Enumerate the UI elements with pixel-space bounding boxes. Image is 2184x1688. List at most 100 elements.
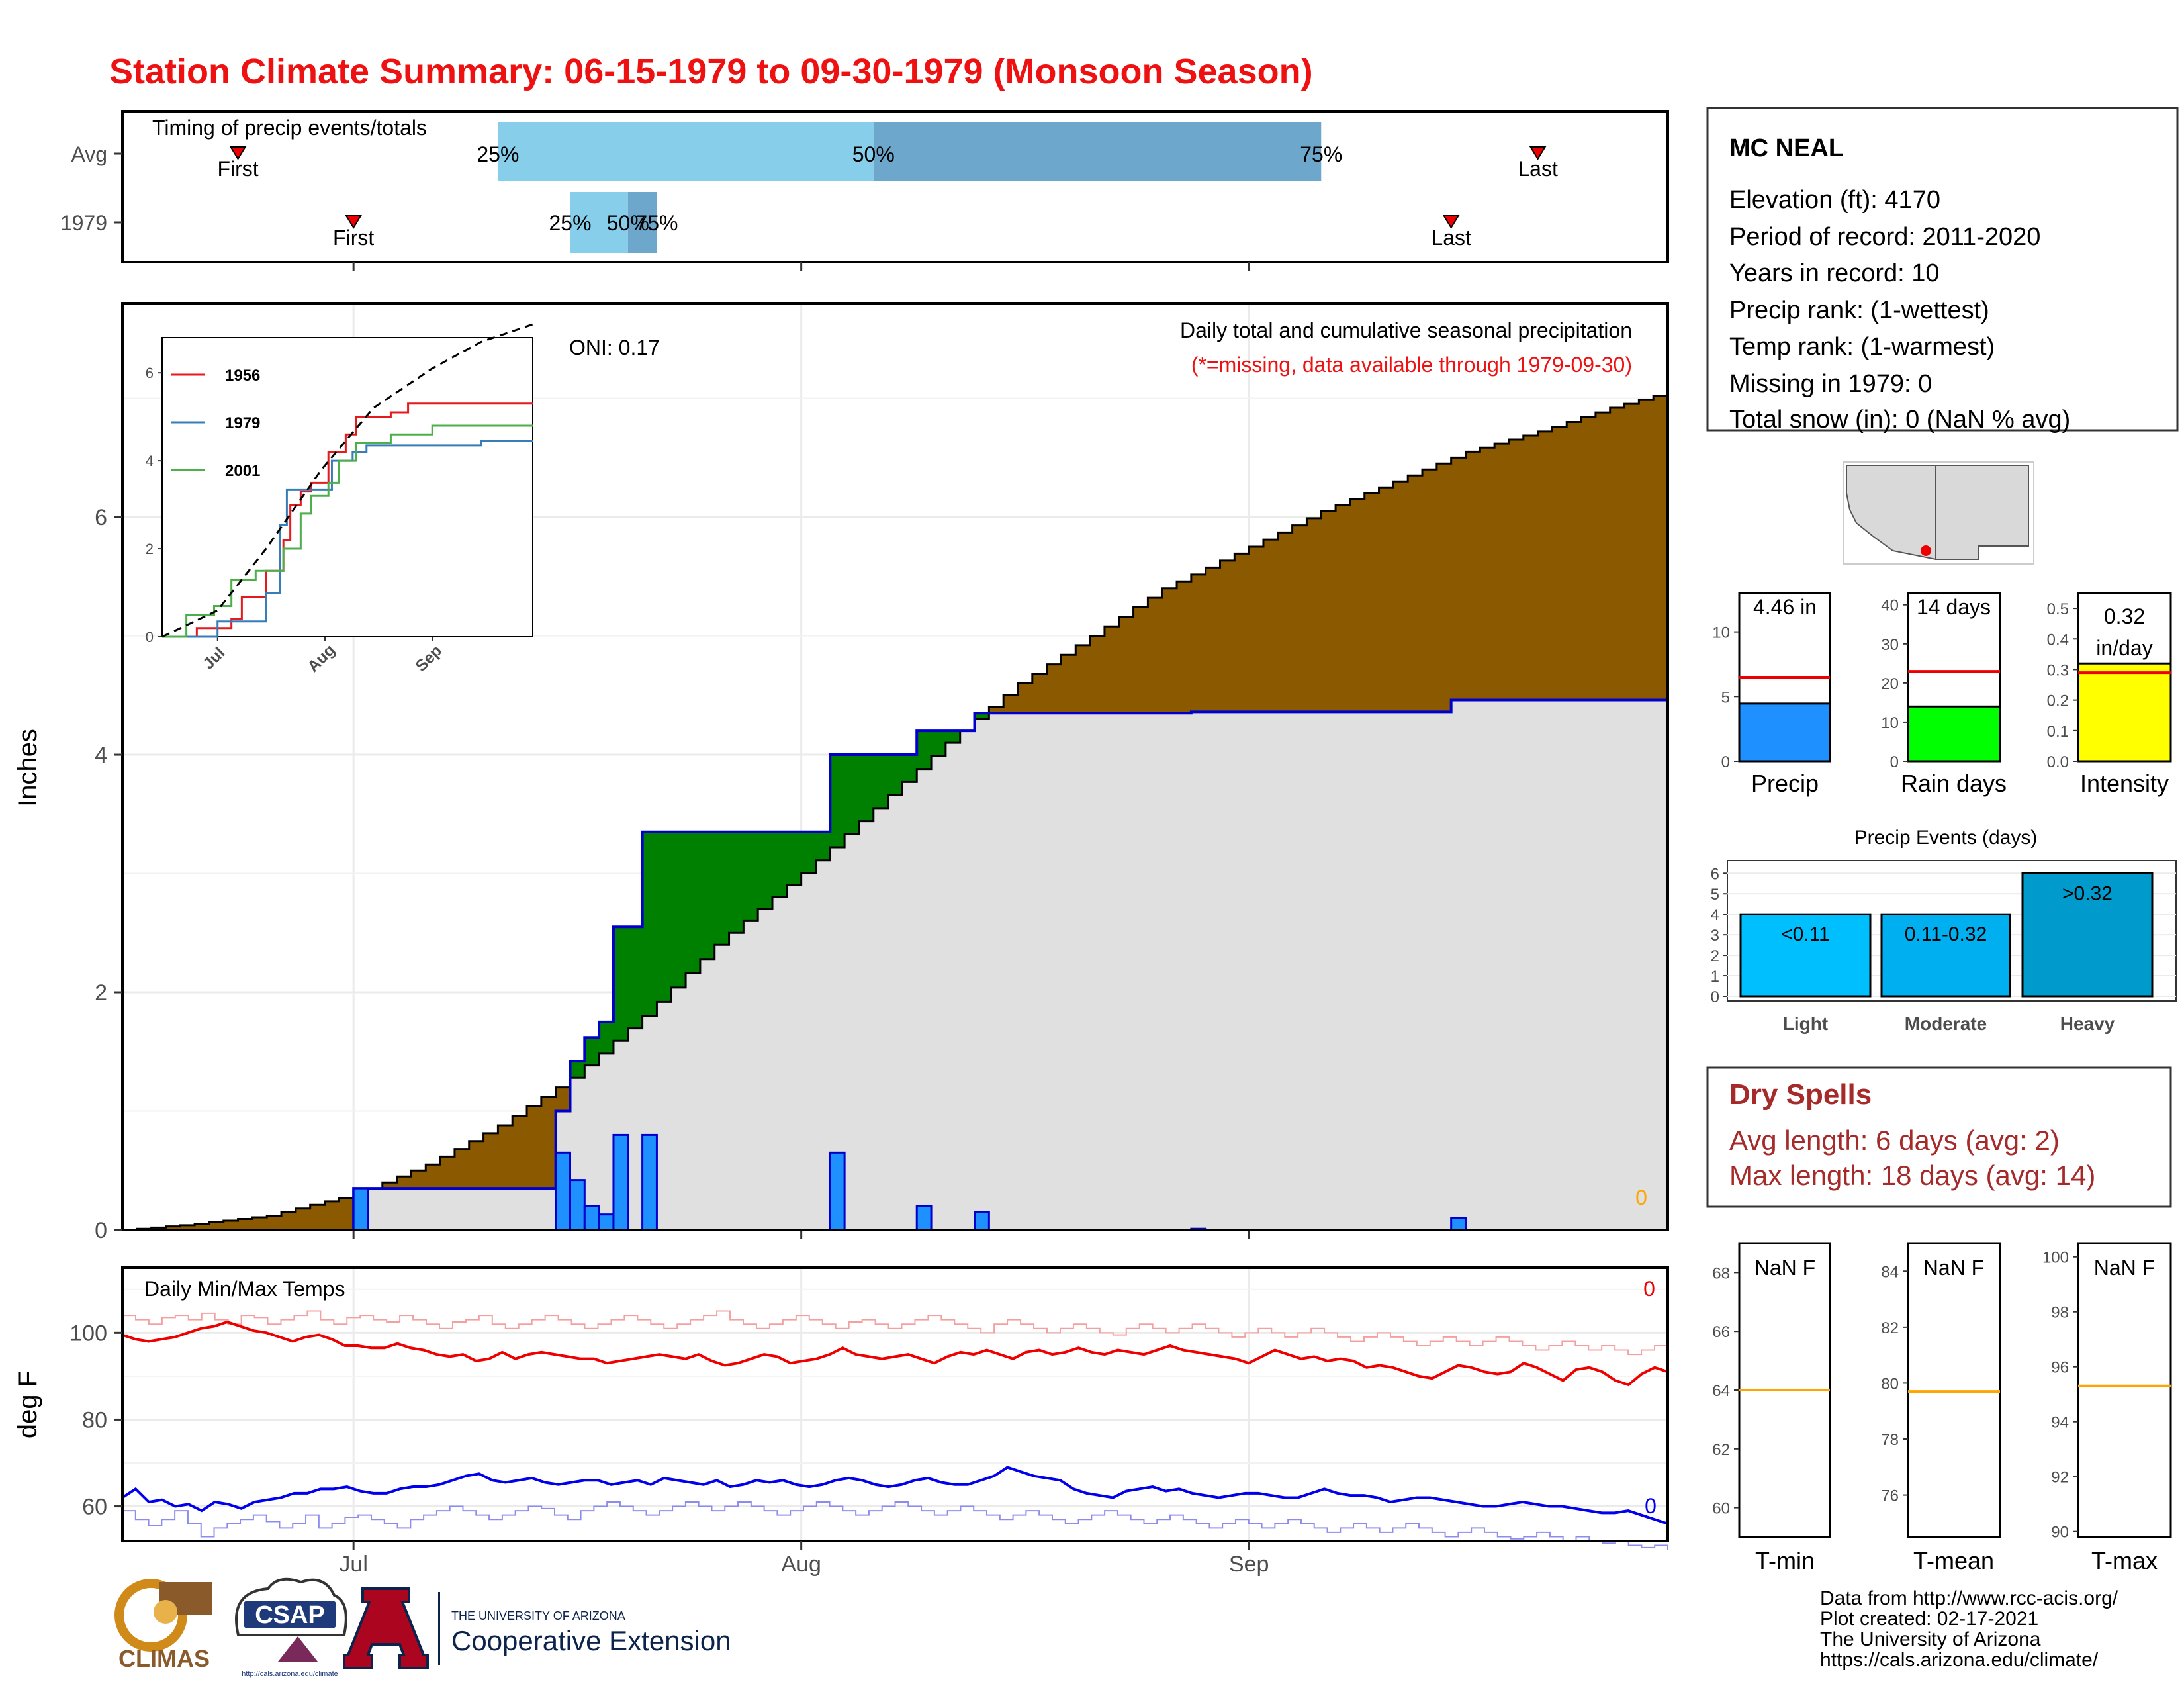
temp-box-value: NaN F (1923, 1256, 1984, 1280)
inset-series-1979 (162, 440, 533, 638)
above-avg-fill (858, 755, 874, 821)
above-avg-fill (902, 755, 917, 782)
above-avg-fill (627, 927, 643, 1029)
timing-marker (1529, 146, 1547, 160)
above-avg-fill (686, 831, 701, 974)
summary-tick-label: 0.5 (2047, 600, 2069, 618)
daily-precip-bar (612, 1133, 629, 1231)
below-avg-fill (1061, 655, 1076, 714)
summary-label: Rain days (1901, 770, 2007, 797)
observed-cumulative-line (122, 698, 1668, 1231)
below-avg-fill (454, 1149, 470, 1189)
below-avg-fill (1133, 607, 1148, 714)
below-avg-fill (1306, 518, 1322, 712)
timing-pct-label: 75% (635, 211, 678, 235)
summary-tick-label: 10 (1881, 714, 1899, 732)
timing-bar-50-75 (627, 192, 657, 253)
daily-precip-bar (1450, 1217, 1467, 1231)
station-location-marker (1921, 545, 1931, 556)
legend-label: 1979 (225, 414, 260, 432)
above-avg-fill (786, 831, 802, 886)
station-line: Elevation (ft): 4170 (1729, 186, 1940, 214)
below-avg-fill (1552, 426, 1567, 700)
temp-missing-max: 0 (1643, 1277, 1655, 1301)
tmin-1979-line (121, 1466, 1668, 1525)
temp-box-label: T-max (2091, 1547, 2158, 1574)
below-avg-fill (1003, 695, 1019, 714)
below-avg-fill (1220, 560, 1235, 712)
inset-y-tick-label: 0 (146, 629, 154, 645)
timing-title: Timing of precip events/totals (152, 116, 427, 140)
above-avg-fill (801, 831, 817, 874)
summary-tick-label: 0.2 (2047, 692, 2069, 710)
daily-precip-bar (598, 1213, 615, 1231)
below-avg-fill (483, 1133, 498, 1189)
below-avg-fill (1046, 664, 1062, 714)
below-avg-fill (310, 1205, 326, 1230)
y-tick-label: 2 (95, 980, 107, 1006)
below-avg-fill (1494, 444, 1510, 700)
below-avg-fill (281, 1212, 296, 1230)
below-avg-fill (1162, 588, 1177, 714)
below-avg-fill (1451, 457, 1467, 700)
daily-precip-bar (829, 1151, 846, 1231)
below-avg-fill (252, 1217, 267, 1230)
temp-box-tick-label: 94 (2051, 1414, 2069, 1432)
below-avg-fill (223, 1221, 239, 1230)
legend-label: 2001 (225, 462, 260, 480)
inset-y-tick-label: 4 (146, 453, 154, 469)
summary-value: 14 days (1917, 595, 1991, 619)
timing-pct-label: 50% (852, 142, 895, 166)
temp-missing-min: 0 (1645, 1494, 1657, 1518)
above-avg-fill (974, 713, 989, 720)
timing-marker-label: Last (1518, 157, 1558, 181)
temp-box-tick-label: 76 (1881, 1487, 1899, 1505)
below-avg-fill (1249, 546, 1264, 712)
footer: Data from http://www.rcc-acis.org/ Plot … (114, 1577, 2118, 1678)
below-avg-fill (238, 1219, 253, 1230)
above-avg-fill (830, 755, 845, 848)
timing-bar-50-75 (873, 122, 1322, 181)
timing-bar-25-50 (498, 122, 874, 181)
y-tick-label: 80 (82, 1407, 107, 1432)
events-tick-label: 0 (1711, 988, 1719, 1006)
temp-box-tick-label: 96 (2051, 1359, 2069, 1377)
missing-count: 0 (1635, 1186, 1647, 1209)
events-bar-label: <0.11 (1781, 923, 1830, 945)
above-avg-fill (642, 831, 658, 1016)
x-tick-label: Jul (339, 1552, 367, 1577)
precip-subtitle: Daily total and cumulative seasonal prec… (1180, 318, 1632, 342)
below-avg-fill (1321, 511, 1336, 712)
above-avg-fill (945, 731, 961, 743)
inset-series-1956 (162, 402, 533, 638)
summary-tick-label: 0.1 (2047, 723, 2069, 741)
temp-box-label: T-mean (1913, 1547, 1994, 1574)
summary-tick-label: 30 (1881, 636, 1899, 654)
summary-tick-label: 5 (1721, 688, 1730, 706)
summary-bars: 0 5 10 4.46 in Precip 0 10 20 30 40 14 days Rain da… (1712, 592, 2172, 797)
precip-events-panel: Precip Events (days) 0 1 2 3 4 5 6 <0.11 Light 0.… (1711, 827, 2177, 1034)
summary-tick-label: 20 (1881, 675, 1899, 693)
above-avg-fill (671, 831, 686, 988)
below-avg-fill (440, 1156, 455, 1189)
above-avg-fill (873, 755, 889, 808)
station-line: Precip rank: (1-wettest) (1729, 297, 1989, 324)
above-avg-fill (599, 1021, 614, 1053)
timing-pct-label: 25% (477, 142, 519, 166)
below-avg-fill (555, 1087, 571, 1111)
precip-events-title: Precip Events (days) (1854, 827, 2038, 849)
summary-tick-label: 0.0 (2047, 753, 2069, 771)
precip-panel: 0 2 4 6 Inches ONI: 0.17 Daily total and cu… (13, 302, 1669, 1243)
below-avg-fill (1610, 407, 1625, 700)
below-avg-fill (295, 1208, 311, 1230)
dry-spells-avg: Avg length: 6 days (avg: 2) (1729, 1125, 2060, 1156)
below-avg-fill (1118, 616, 1134, 714)
climas-logo-text: CLIMAS (118, 1645, 210, 1672)
below-avg-fill (411, 1170, 426, 1189)
x-tick-label: Aug (781, 1552, 821, 1577)
temp-plot-area (122, 1268, 1668, 1541)
oni-label: ONI: 0.17 (569, 336, 660, 359)
above-avg-fill (729, 831, 744, 933)
below-avg-fill (1017, 683, 1033, 714)
